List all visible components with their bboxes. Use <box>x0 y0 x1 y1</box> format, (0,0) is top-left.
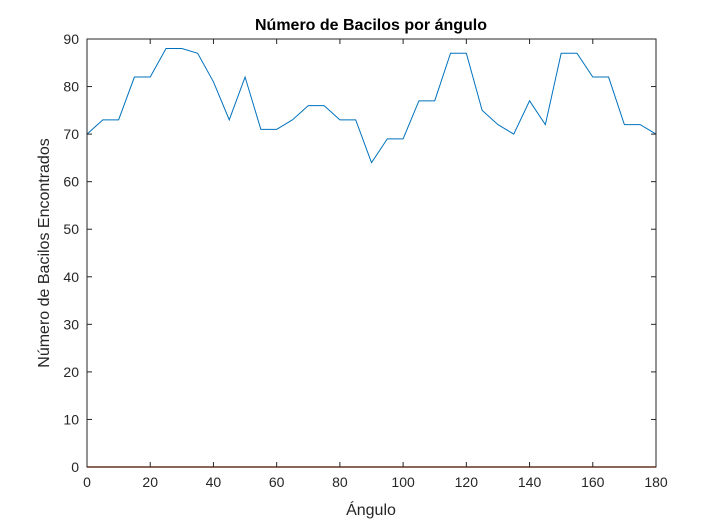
x-axis-label: Ángulo <box>346 500 396 519</box>
x-tick-label: 20 <box>142 474 158 490</box>
series-line-1 <box>86 48 657 164</box>
axes-layer: 0 20 40 60 80 100 120 140 160 180 0 10 20 30 40 50 60 70 8… <box>63 31 667 490</box>
x-tick-label: 180 <box>644 474 668 490</box>
axes-box <box>86 38 657 468</box>
y-tick-label: 20 <box>63 364 79 380</box>
plot-area <box>87 39 656 467</box>
y-tick-label: 10 <box>63 411 79 427</box>
y-tick-label: 40 <box>63 269 79 285</box>
y-tick-label: 0 <box>71 459 79 475</box>
x-tick-label: 120 <box>455 474 479 490</box>
y-tick-label: 80 <box>63 79 79 95</box>
y-tick-label: 30 <box>63 316 79 332</box>
x-tick-label: 40 <box>206 474 222 490</box>
x-tick-label: 160 <box>581 474 605 490</box>
y-axis-label: Número de Bacilos Encontrados <box>36 138 53 367</box>
x-tick-label: 140 <box>518 474 542 490</box>
x-tick-label: 100 <box>391 474 415 490</box>
x-tick-label: 0 <box>83 474 91 490</box>
y-tick-label: 70 <box>63 126 79 142</box>
x-tick-label: 80 <box>332 474 348 490</box>
y-tick-label: 50 <box>63 221 79 237</box>
y-tick-label: 90 <box>63 31 79 47</box>
y-tick-label: 60 <box>63 174 79 190</box>
chart-title: Número de Bacilos por ángulo <box>255 17 487 34</box>
x-tick-label: 60 <box>269 474 285 490</box>
